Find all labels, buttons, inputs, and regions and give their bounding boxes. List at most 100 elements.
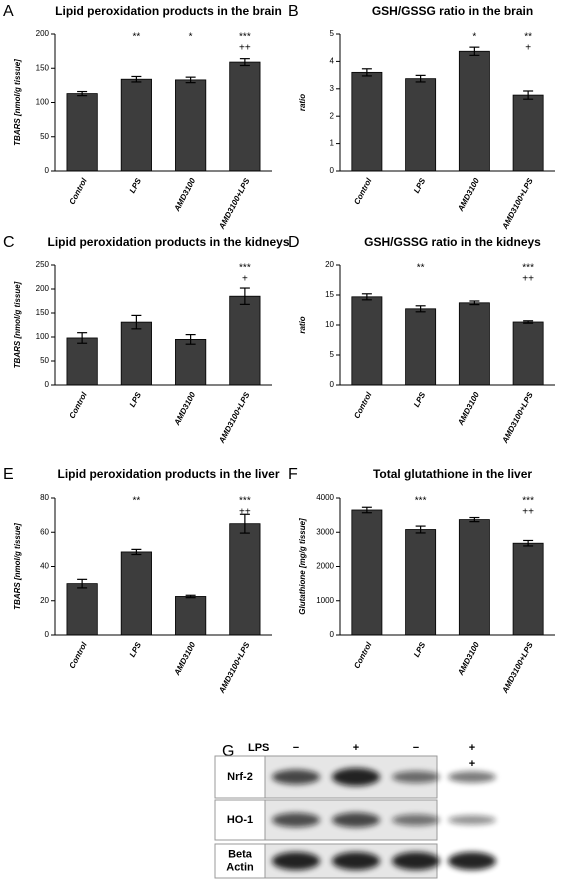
chart-title: Lipid peroxidation products in the brain bbox=[55, 4, 282, 18]
error-bar bbox=[523, 90, 534, 100]
condition-sign: + bbox=[469, 742, 475, 754]
y-tick-label: 1000 bbox=[316, 596, 334, 605]
error-bar bbox=[77, 332, 88, 344]
bar bbox=[229, 61, 261, 172]
y-tick-label: 0 bbox=[45, 166, 50, 175]
y-tick-label: 2 bbox=[330, 111, 335, 120]
error-bar bbox=[239, 513, 250, 534]
panel-letter: F bbox=[288, 466, 298, 483]
x-tick-label: LPS bbox=[412, 640, 428, 659]
x-tick-label: Control bbox=[352, 640, 374, 670]
bar bbox=[66, 337, 98, 386]
bar bbox=[458, 519, 490, 636]
error-bar bbox=[77, 90, 88, 97]
error-bar bbox=[131, 75, 142, 83]
condition-sign: + bbox=[469, 758, 475, 770]
panel-letter: D bbox=[288, 234, 300, 251]
significance-label: ++ bbox=[239, 43, 251, 54]
error-bar bbox=[415, 525, 426, 534]
x-tick-label: AMD3100+LPS bbox=[217, 390, 252, 445]
chart-title: Total glutathione in the liver bbox=[373, 467, 532, 481]
x-tick-label: LPS bbox=[412, 390, 428, 409]
x-tick-label: AMD3100 bbox=[456, 640, 482, 677]
error-bar bbox=[523, 539, 534, 547]
y-axis-label: Glutathione [mg/g tissue] bbox=[298, 518, 307, 615]
y-tick-label: 200 bbox=[36, 284, 50, 293]
condition-label: LPS bbox=[248, 742, 269, 754]
y-tick-label: 0 bbox=[330, 380, 335, 389]
error-bar bbox=[239, 287, 250, 305]
error-bar bbox=[131, 314, 142, 330]
y-tick-label: 60 bbox=[40, 527, 49, 536]
blot-band bbox=[448, 815, 496, 825]
bar bbox=[512, 321, 544, 386]
y-tick-label: 1 bbox=[330, 139, 335, 148]
significance-label: * bbox=[189, 32, 193, 43]
y-tick-label: 4000 bbox=[316, 493, 334, 502]
error-bar bbox=[469, 300, 480, 306]
error-bar bbox=[131, 548, 142, 556]
y-tick-label: 0 bbox=[330, 630, 335, 639]
significance-label: ** bbox=[524, 32, 532, 43]
blot-label-box bbox=[214, 755, 266, 799]
blot-band bbox=[448, 771, 496, 783]
significance-label: *** bbox=[522, 263, 534, 274]
error-bar bbox=[185, 594, 196, 599]
blot-band bbox=[332, 812, 380, 828]
error-bar bbox=[415, 74, 426, 83]
y-tick-label: 2000 bbox=[316, 562, 334, 571]
bar bbox=[229, 523, 261, 636]
x-tick-label: Control bbox=[67, 390, 89, 420]
y-tick-label: 0 bbox=[45, 380, 50, 389]
y-tick-label: 40 bbox=[40, 562, 49, 571]
error-bar bbox=[361, 68, 372, 77]
y-tick-label: 5 bbox=[330, 29, 335, 38]
y-tick-label: 50 bbox=[40, 356, 49, 365]
significance-label: *** bbox=[522, 496, 534, 507]
bar bbox=[175, 79, 207, 172]
blot-band bbox=[272, 812, 320, 828]
blot-band bbox=[392, 771, 440, 783]
significance-label: *** bbox=[239, 263, 251, 274]
bar bbox=[120, 551, 152, 636]
y-tick-label: 0 bbox=[330, 166, 335, 175]
blot-band bbox=[392, 814, 440, 826]
y-tick-label: 15 bbox=[325, 290, 334, 299]
x-tick-label: AMD3100 bbox=[456, 390, 482, 427]
significance-label: ++ bbox=[239, 507, 251, 518]
y-tick-label: 250 bbox=[36, 260, 50, 269]
y-tick-label: 4 bbox=[330, 57, 335, 66]
chart-title: GSH/GSSG ratio in the brain bbox=[372, 4, 533, 18]
bar bbox=[175, 596, 207, 636]
x-tick-label: LPS bbox=[128, 640, 144, 659]
error-bar bbox=[185, 334, 196, 345]
blot-band bbox=[332, 768, 380, 786]
bar bbox=[405, 78, 437, 172]
x-tick-label: LPS bbox=[412, 176, 428, 195]
y-tick-label: 5 bbox=[330, 350, 335, 359]
x-tick-label: AMD3100+LPS bbox=[500, 640, 535, 695]
bar bbox=[512, 94, 544, 172]
x-tick-label: Control bbox=[352, 176, 374, 206]
y-tick-label: 150 bbox=[36, 308, 50, 317]
y-tick-label: 3000 bbox=[316, 527, 334, 536]
y-tick-label: 200 bbox=[36, 29, 50, 38]
chart-title: GSH/GSSG ratio in the kidneys bbox=[364, 235, 541, 249]
condition-sign: + bbox=[353, 742, 359, 754]
blot-band bbox=[448, 852, 496, 870]
significance-label: + bbox=[242, 274, 248, 285]
panel-letter: B bbox=[288, 3, 299, 20]
blot-band bbox=[272, 852, 320, 870]
y-tick-label: 0 bbox=[45, 630, 50, 639]
bar bbox=[351, 296, 383, 386]
y-tick-label: 20 bbox=[40, 596, 49, 605]
significance-label: ** bbox=[132, 496, 140, 507]
panel-letter: E bbox=[3, 466, 14, 483]
y-axis-label: TBARS [nmol/g tissue] bbox=[13, 523, 22, 610]
x-tick-label: AMD3100+LPS bbox=[500, 176, 535, 231]
x-tick-label: AMD3100+LPS bbox=[500, 390, 535, 445]
error-bar bbox=[239, 58, 250, 67]
panel-letter: A bbox=[3, 3, 14, 20]
x-tick-label: Control bbox=[352, 390, 374, 420]
